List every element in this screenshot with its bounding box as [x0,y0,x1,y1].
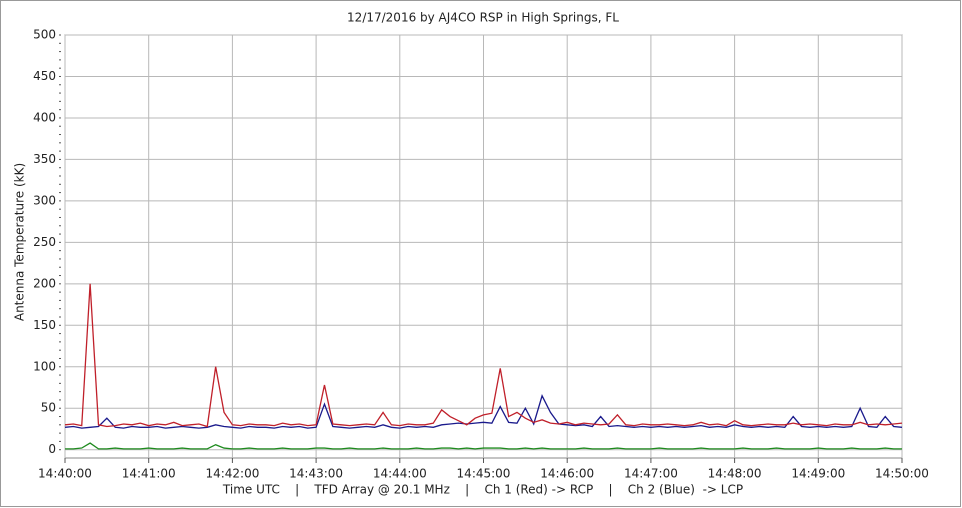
y-tick-label: 0 [48,442,56,456]
x-tick-label: 14:42:00 [205,467,259,481]
x-tick-label: 14:49:00 [791,467,845,481]
y-tick-label: 350 [33,152,56,166]
y-tick-label: 200 [33,276,56,290]
series-line [64,394,903,429]
y-tick-label: 450 [33,69,56,83]
y-tick-label: 500 [33,28,56,42]
x-tick-label: 14:44:00 [373,467,427,481]
x-tick-label: 14:41:00 [122,467,176,481]
series-line [64,283,903,428]
x-tick-label: 14:48:00 [708,467,762,481]
x-axis-label: Time UTC | TFD Array @ 20.1 MHz | Ch 1 (… [222,483,743,497]
x-tick-label: 14:50:00 [875,467,929,481]
y-axis-label: Antenna Temperature (kK) [13,163,27,321]
x-tick-label: 14:43:00 [289,467,343,481]
x-tick-label: 14:45:00 [457,467,511,481]
y-tick-label: 100 [33,359,56,373]
y-tick-label: 300 [33,193,56,207]
y-tick-label: 250 [33,235,56,249]
x-tick-label: 14:40:00 [38,467,92,481]
x-tick-label: 14:46:00 [540,467,594,481]
series-line [65,442,902,450]
y-tick-label: 400 [33,110,56,124]
chart-title: 12/17/2016 by AJ4CO RSP in High Springs,… [347,11,619,25]
plot-area: 0 50 100 150 200 250 300 350 400 450 500 14:40:00 14… [33,28,929,481]
y-tick-label: 50 [41,401,56,415]
y-tick-label: 150 [33,318,56,332]
x-tick-label: 14:47:00 [624,467,678,481]
